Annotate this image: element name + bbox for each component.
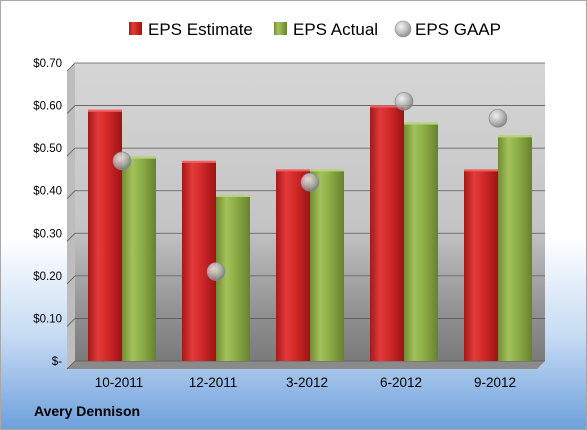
gridline-depth bbox=[66, 62, 76, 72]
bar-eps-estimate bbox=[464, 169, 498, 361]
bar-eps-actual bbox=[498, 135, 532, 361]
legend-swatch-eps-estimate bbox=[129, 22, 142, 35]
legend-label: EPS Actual bbox=[293, 20, 378, 39]
legend-swatch-eps-gaap bbox=[394, 20, 412, 38]
bar-top-highlight bbox=[88, 109, 122, 112]
gridline-depth bbox=[66, 275, 76, 285]
bar-eps-estimate bbox=[276, 169, 310, 361]
gridline-depth bbox=[66, 190, 76, 199]
bar-top-highlight bbox=[182, 160, 216, 163]
marker-eps-gaap bbox=[488, 109, 508, 128]
gridline-depth bbox=[66, 105, 76, 114]
bar-eps-estimate bbox=[88, 109, 122, 361]
y-tick-label: $0.50 bbox=[33, 143, 62, 155]
bar-top-highlight bbox=[404, 122, 438, 125]
marker-eps-gaap bbox=[300, 172, 320, 192]
gridline-depth bbox=[66, 318, 76, 327]
y-tick-label: $0.60 bbox=[33, 101, 62, 113]
x-tick-label: 10-2011 bbox=[95, 375, 144, 390]
y-tick-label: $0.20 bbox=[33, 271, 62, 283]
bar-top-highlight bbox=[498, 135, 532, 138]
legend-label: EPS GAAP bbox=[415, 20, 501, 39]
y-tick-label: $0.30 bbox=[33, 228, 62, 240]
gridline-depth bbox=[66, 147, 76, 157]
bar-eps-actual bbox=[122, 156, 156, 361]
bar-eps-actual bbox=[310, 169, 344, 361]
marker-eps-gaap bbox=[206, 262, 226, 281]
gridline-depth bbox=[66, 233, 76, 242]
plot-side-wall bbox=[67, 63, 75, 369]
y-tick-label: $0.10 bbox=[33, 313, 62, 325]
legend: EPS Estimate EPS Actual EPS GAAP bbox=[129, 20, 501, 39]
legend-swatch-eps-actual bbox=[274, 22, 287, 35]
bar-top-highlight bbox=[464, 169, 498, 172]
bar-eps-estimate bbox=[182, 160, 216, 361]
bar-top-highlight bbox=[122, 156, 156, 159]
company-name: Avery Dennison bbox=[34, 403, 141, 419]
bar-top-highlight bbox=[370, 105, 404, 108]
marker-eps-gaap bbox=[394, 92, 414, 111]
y-tick-label: $0.70 bbox=[33, 58, 62, 70]
x-tick-label: 3-2012 bbox=[286, 375, 328, 390]
bar-eps-actual bbox=[404, 122, 438, 361]
x-tick-label: 6-2012 bbox=[380, 375, 422, 390]
plot-area: $- $0.10 $0.20 $0.30 $0.40 $0.50 $0.60 $0.70 10-… bbox=[33, 58, 545, 390]
bar-top-highlight bbox=[310, 169, 344, 172]
y-tick-label: $- bbox=[52, 356, 62, 368]
marker-eps-gaap bbox=[112, 151, 132, 171]
legend-label: EPS Estimate bbox=[148, 20, 253, 39]
x-tick-label: 9-2012 bbox=[474, 375, 516, 390]
gridline-depth bbox=[66, 360, 76, 370]
bar-eps-estimate bbox=[370, 105, 404, 361]
y-tick-label: $0.40 bbox=[33, 186, 62, 198]
plot-floor bbox=[67, 361, 545, 369]
bar-top-highlight bbox=[216, 194, 250, 197]
x-tick-label: 12-2011 bbox=[189, 375, 238, 390]
bar-top-highlight bbox=[276, 169, 310, 172]
